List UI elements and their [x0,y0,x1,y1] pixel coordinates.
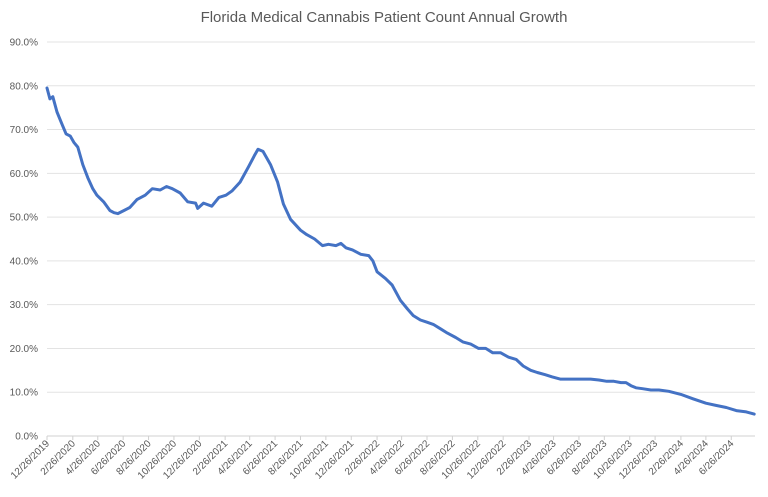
y-tick-label: 70.0% [10,125,38,136]
y-tick-label: 80.0% [10,81,38,92]
y-tick-label: 90.0% [10,38,38,49]
y-axis: 0.0% 10.0% 20.0% 30.0% 40.0% 50.0% 60.0% 70.0% 8… [10,38,38,443]
chart-title: Florida Medical Cannabis Patient Count A… [201,9,568,26]
series-line [45,86,756,416]
y-tick-label: 60.0% [10,169,38,180]
y-tick-label: 10.0% [10,388,38,399]
y-tick-label: 50.0% [10,213,38,224]
y-tick-label: 0.0% [15,432,38,443]
y-tick-label: 20.0% [10,344,38,355]
y-tick-label: 30.0% [10,300,38,311]
series-layer [45,86,756,416]
y-tick-label: 40.0% [10,256,38,267]
gridlines [47,41,755,437]
x-axis: 12/26/20192/26/20204/26/20206/26/20208/2… [9,436,737,482]
